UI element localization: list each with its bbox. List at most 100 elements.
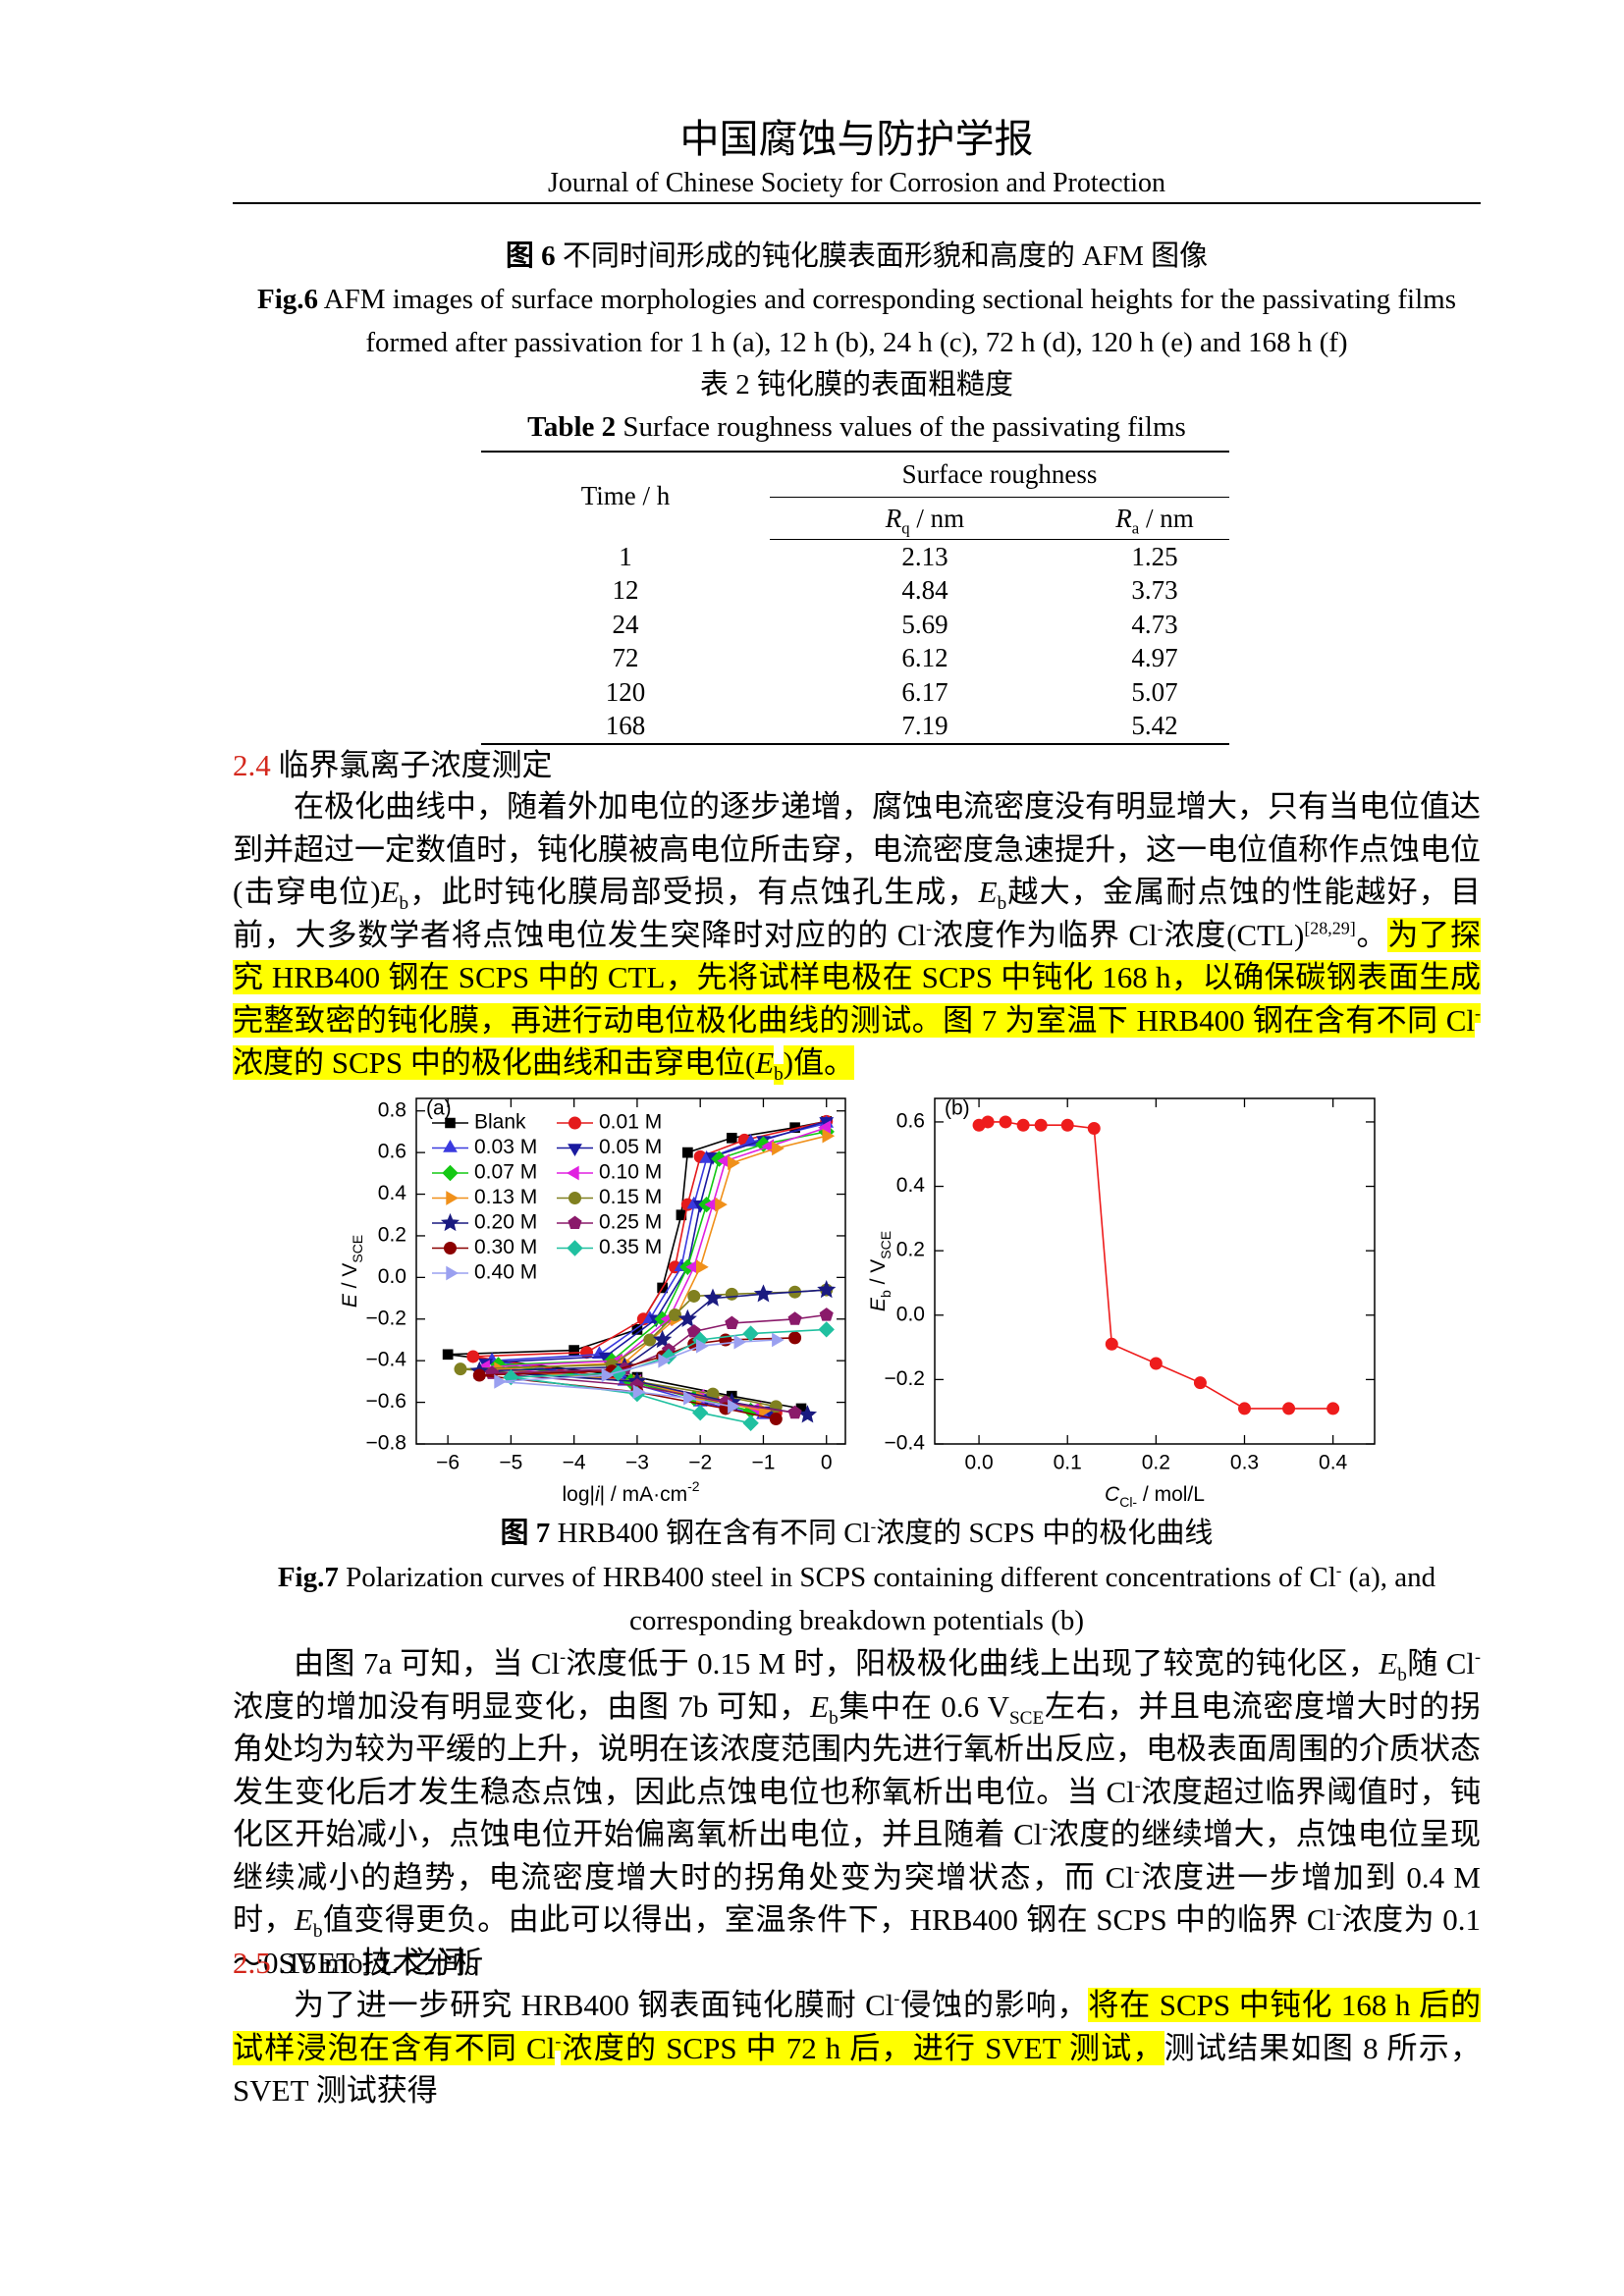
text-run: 在极化曲线中，随着外加电位的逐步递增，腐蚀电流密度没有明显增大，只有当电位值达到… [233, 789, 1481, 909]
y-tick-label: 0.8 [378, 1098, 406, 1121]
data-point [628, 1374, 642, 1389]
data-point [691, 1331, 709, 1349]
text-run: 浓度的 SCPS 中的极化曲线和击穿电位( [233, 1045, 756, 1080]
table-header-row: Rq / nm Ra / nm [481, 497, 1229, 540]
table-row: 168 7.19 5.42 [481, 710, 1229, 745]
text-run: Surface roughness values of the passivat… [616, 411, 1186, 443]
series-line [511, 1328, 827, 1424]
legend-label: 0.01 M [599, 1111, 662, 1134]
data-point [466, 1350, 480, 1363]
data-point [719, 1402, 732, 1415]
data-point [769, 1413, 783, 1426]
series-line [498, 1131, 827, 1412]
text-run: / nm [909, 503, 965, 533]
data-point [668, 1308, 681, 1322]
legend-label: 0.15 M [599, 1186, 662, 1208]
plot-frame [415, 1097, 846, 1445]
journal-title-cn: 中国腐蚀与防护学报 [679, 117, 1034, 161]
data-point [656, 1350, 670, 1363]
data-point [654, 1310, 671, 1327]
data-point [820, 1283, 834, 1297]
data-point [705, 1152, 721, 1165]
data-point [1060, 1118, 1074, 1132]
data-point [485, 1365, 500, 1379]
data-point [787, 1311, 802, 1325]
legend-swatch [443, 1140, 458, 1152]
text-run: Fig.6 [257, 284, 319, 315]
table-row: 24 5.69 4.73 [481, 608, 1229, 642]
text-run: / V [867, 1259, 890, 1291]
text-run: 浓度超过临界阈值时，钝化区开始减小，点蚀电位开始偏离氧析出电位，并且随着 Cl [233, 1774, 1481, 1852]
data-point [1237, 1402, 1251, 1415]
text-run: 浓度的增加没有明显变化，由图 7b 可知， [233, 1688, 811, 1724]
data-point [999, 1115, 1012, 1129]
text-run: 越大，金属耐点蚀的性能越好，目前，大多数学者将点蚀电位发生突降时对应的的 Cl [233, 875, 1481, 952]
figure-caption-cn: 图 6 不同时间形成的钝化膜表面形貌和高度的 AFM 图像 [233, 236, 1481, 279]
text-run: - [555, 2031, 562, 2052]
text-run: 不同时间形成的钝化膜表面形貌和高度的 AFM 图像 [555, 240, 1209, 272]
table-cell: 168 [605, 711, 646, 741]
text-run: (a), and corresponding breakdown potenti… [628, 1562, 1436, 1636]
x-tick-label: −4 [563, 1452, 586, 1474]
table-row: 1 2.13 1.25 [481, 540, 1229, 574]
header-rule [233, 202, 1481, 204]
text-run: Table 2 [527, 411, 617, 443]
series-line [460, 1289, 827, 1408]
series-line [485, 1120, 827, 1412]
data-point [687, 1337, 701, 1351]
text-run: E [810, 1688, 830, 1724]
data-point [657, 1282, 668, 1294]
data-point [662, 1343, 677, 1357]
data-point [677, 1308, 697, 1327]
data-point [817, 1279, 837, 1299]
data-point [696, 1339, 709, 1354]
table-header-cell: Rq / nm [770, 497, 1080, 540]
text-run: 图 6 [505, 240, 556, 272]
y-tick-label: 0.6 [378, 1141, 406, 1163]
data-point [442, 1349, 454, 1361]
data-point [610, 1353, 623, 1368]
text-run: b [1397, 1665, 1407, 1686]
text-run: a [1131, 517, 1140, 537]
data-point [631, 1324, 643, 1335]
x-tick-label: −5 [499, 1452, 522, 1474]
text-run: HRB400 钢在含有不同 Cl [550, 1518, 871, 1549]
text-run: b [312, 1921, 323, 1943]
data-point [680, 1262, 695, 1276]
text-run: 浓度的 SCPS 中 72 h 后，进行 SVET 测试， [561, 2030, 1164, 2065]
data-point [769, 1400, 783, 1414]
data-point [820, 1114, 834, 1128]
data-point [788, 1331, 802, 1345]
data-point [632, 1384, 646, 1400]
data-point [755, 1136, 772, 1152]
data-point [469, 1361, 489, 1379]
data-point [818, 1120, 831, 1136]
series-line [479, 1337, 795, 1420]
data-point [728, 1155, 740, 1171]
x-tick-label: 0.4 [1319, 1452, 1348, 1474]
text-run: 临界氯离子浓度测定 [270, 748, 553, 782]
data-point [717, 1153, 731, 1168]
text-run: q [901, 517, 910, 537]
text-run: E [294, 1902, 313, 1937]
data-point [660, 1348, 677, 1365]
data-point [630, 1374, 644, 1388]
panel-label: (b) [945, 1097, 970, 1120]
data-point [787, 1405, 802, 1419]
section-heading: 2.5 SVET 技术分析 [233, 1942, 483, 1985]
text-run: -2 [687, 1478, 700, 1494]
figure-caption-en: Fig.7 Polarization curves of HRB400 stee… [245, 1557, 1468, 1642]
panel-label: (a) [426, 1097, 452, 1120]
text-run: / mol/L [1137, 1483, 1205, 1506]
data-point [715, 1197, 728, 1212]
table-cell: 120 [605, 676, 646, 707]
text-run: - [1475, 1003, 1481, 1024]
data-point [623, 1373, 639, 1390]
text-run: b [399, 893, 409, 915]
y-tick-label: −0.4 [885, 1432, 926, 1455]
legend-label: 0.25 M [599, 1211, 662, 1234]
data-point [742, 1325, 759, 1342]
text-run: b [774, 1064, 784, 1086]
data-point [819, 1117, 835, 1130]
